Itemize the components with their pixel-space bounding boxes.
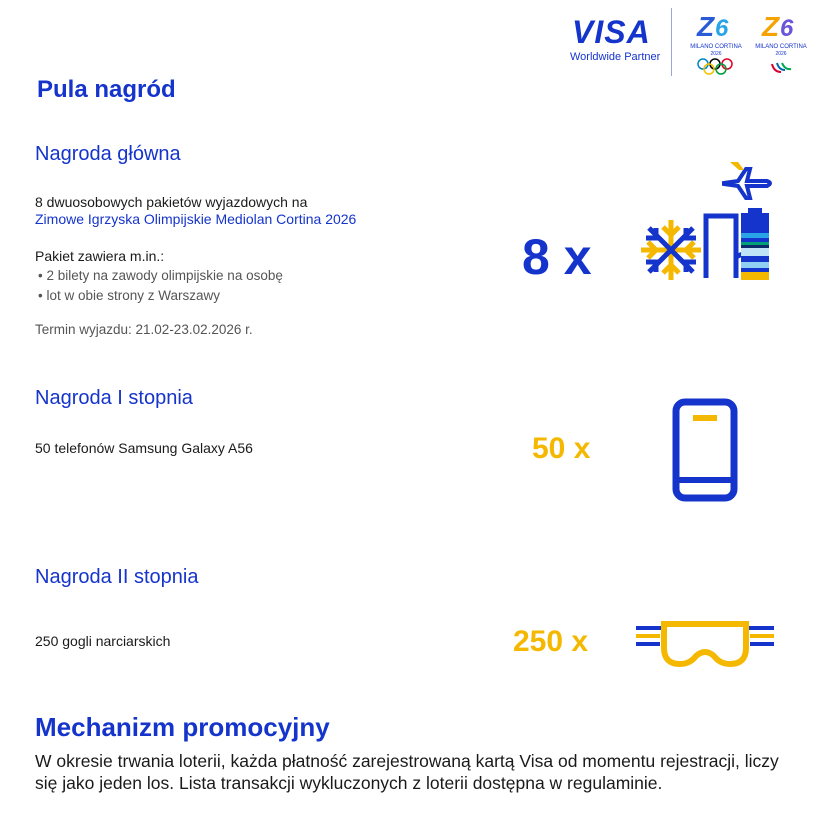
snowflake-plane-city-icon (641, 162, 772, 280)
first-prize-heading: Nagroda I stopnia (35, 387, 193, 409)
svg-text:Z: Z (761, 11, 780, 42)
partner-label: Worldwide Partner (570, 51, 661, 63)
main-prize-line1: 8 dwuosobowych pakietów wyjazdowych na (35, 194, 308, 210)
svg-text:MILANO CORTINA: MILANO CORTINA (755, 44, 807, 50)
second-prize-heading: Nagroda II stopnia (35, 566, 199, 588)
svg-text:6: 6 (715, 15, 729, 42)
phone-icon (672, 398, 738, 502)
main-prize-date: Termin wyjazdu: 21.02-23.02.2026 r. (35, 322, 253, 337)
second-prize-text: 250 gogli narciarskich (35, 633, 171, 649)
mechanism-text: W okresie trwania loterii, każda płatnoś… (35, 751, 779, 793)
visa-logo: VISA (572, 14, 651, 50)
olympic-logo: Z 6 MILANO CORTINA 2026 (690, 11, 742, 75)
page-title: Pula nagród (37, 76, 176, 103)
paralympic-logo: Z 6 MILANO CORTINA 2026 (755, 11, 807, 73)
logo-divider (671, 8, 672, 76)
svg-text:2026: 2026 (710, 51, 721, 57)
svg-text:6: 6 (780, 15, 794, 42)
first-prize-count: 50 x (532, 432, 591, 465)
svg-text:Z: Z (696, 11, 715, 42)
svg-text:2026: 2026 (775, 51, 786, 57)
first-prize-text: 50 telefonów Samsung Galaxy A56 (35, 440, 253, 456)
main-prize-line2: Zimowe Igrzyska Olimpijskie Mediolan Cor… (35, 211, 357, 227)
main-prize-includes: Pakiet zawiera m.in.: (35, 248, 165, 264)
main-prize-bullet: • 2 bilety na zawody olimpijskie na osob… (38, 268, 283, 283)
main-prize-heading: Nagroda główna (35, 143, 181, 165)
mechanism-heading: Mechanizm promocyjny (35, 712, 330, 742)
goggles-icon (636, 621, 774, 668)
main-prize-bullet: • lot w obie strony z Warszawy (38, 288, 221, 303)
main-prize-count: 8 x (522, 229, 592, 285)
second-prize-count: 250 x (513, 625, 589, 658)
svg-text:MILANO CORTINA: MILANO CORTINA (690, 44, 742, 50)
